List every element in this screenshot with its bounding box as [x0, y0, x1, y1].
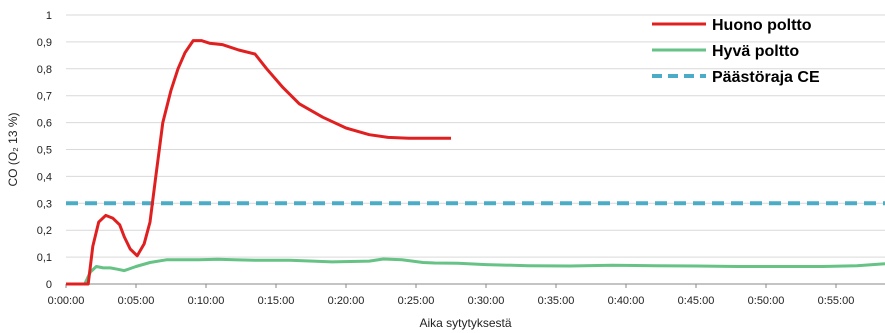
- y-tick-label: 0,4: [37, 171, 52, 183]
- x-tick-label: 0:25:00: [398, 295, 435, 307]
- y-tick-label: 0,3: [37, 198, 52, 210]
- series-line-0: [66, 39, 451, 286]
- x-tick-label: 0:45:00: [678, 295, 715, 307]
- legend-label: Hyvä poltto: [712, 43, 799, 60]
- x-axis-title: Aika sytytyksestä: [419, 316, 511, 330]
- x-tick-label: 0:05:00: [118, 295, 155, 307]
- y-tick-label: 0,2: [37, 225, 52, 237]
- x-tick-label: 0:15:00: [258, 295, 295, 307]
- y-tick-label: 0,9: [37, 37, 52, 49]
- series-lines: [66, 39, 885, 286]
- x-tick-label: 0:40:00: [608, 295, 645, 307]
- x-tick-label: 0:10:00: [188, 295, 225, 307]
- y-tick-label: 1: [46, 10, 52, 22]
- y-tick-label: 0,1: [37, 252, 52, 264]
- x-tick-label: 0:50:00: [748, 295, 785, 307]
- y-axis-title: CO (O₂ 13 %): [6, 112, 20, 186]
- y-tick-label: 0,7: [37, 91, 52, 103]
- x-tick-label: 0:30:00: [468, 295, 505, 307]
- series-line-1: [66, 257, 885, 286]
- legend-label: Huono poltto: [712, 17, 812, 34]
- y-tick-label: 0,8: [37, 64, 52, 76]
- x-tick-label: 0:20:00: [328, 295, 365, 307]
- y-tick-label: 0,6: [37, 118, 52, 130]
- legend-label: Päästöraja CE: [712, 69, 820, 86]
- y-axis-ticks: 0 0,1 0,2 0,3 0,4 0,5 0,6 0,7 0,8 0,9 1: [37, 10, 52, 291]
- x-axis-ticks: 0:00:00 0:05:00 0:10:00 0:15:00 0:20:00 0:25:…: [48, 284, 855, 307]
- x-tick-label: 0:00:00: [48, 295, 85, 307]
- y-tick-label: 0: [46, 279, 52, 291]
- x-tick-label: 0:35:00: [538, 295, 575, 307]
- y-tick-label: 0,5: [37, 145, 52, 157]
- legend: Huono poltto Hyvä poltto Päästöraja CE: [652, 17, 820, 86]
- x-tick-label: 0:55:00: [818, 295, 855, 307]
